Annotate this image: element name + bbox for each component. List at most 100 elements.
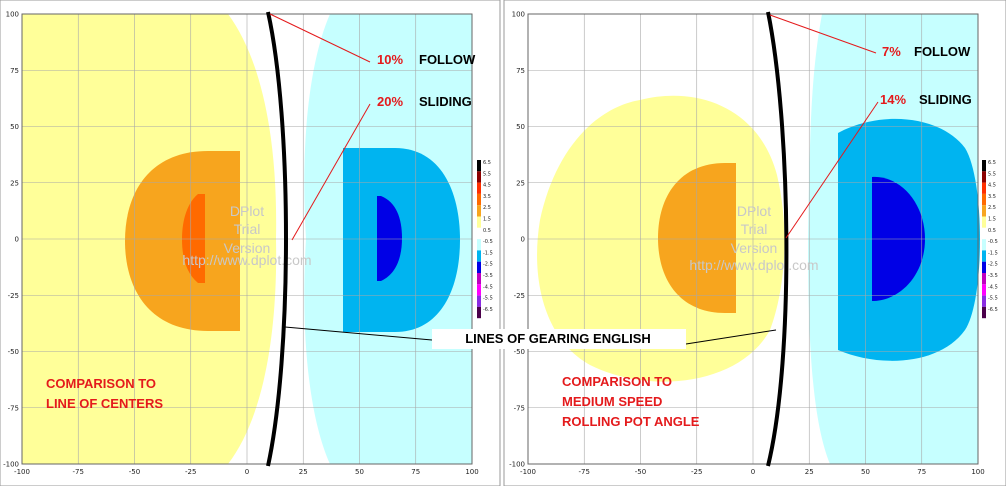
sliding-leader-right	[785, 101, 879, 239]
legend-tick-label: 2.5	[483, 205, 491, 211]
legend-tick-label: -4.5	[988, 284, 998, 290]
y-tick-label: -100	[509, 461, 525, 469]
y-tick-label: 0	[15, 236, 19, 244]
x-tick-label: -75	[579, 468, 590, 476]
annotation-label: FOLLOW	[914, 44, 971, 59]
gearing-line-leader-left	[284, 326, 433, 341]
chart-panel-1: -100 -75 -50 -25 0 25 50 75 100 100 75 50 25 0 -25 -50 -…	[3, 11, 493, 477]
sliding-leader-left	[291, 103, 371, 241]
x-tick-label: -100	[14, 468, 30, 476]
legend-swatch	[477, 227, 481, 240]
legend-swatch	[982, 239, 986, 251]
legend-swatch	[982, 227, 986, 240]
legend-tick-label: -0.5	[483, 239, 493, 245]
x-tick-label: -50	[635, 468, 646, 476]
legend-swatch	[477, 239, 481, 251]
legend-tick-label: 3.5	[483, 194, 491, 200]
x-tick-label: 75	[411, 468, 420, 476]
watermark-text: DPlot	[737, 203, 771, 219]
y-tick-label: -25	[514, 292, 525, 300]
x-tick-label: -100	[520, 468, 536, 476]
legend-swatch	[477, 216, 481, 228]
legend-swatch	[982, 261, 986, 273]
caption-line: MEDIUM SPEED	[562, 394, 662, 409]
plot-frame	[21, 13, 473, 465]
legend-tick-label: -3.5	[483, 273, 493, 279]
gearing-line-leader-right	[685, 329, 777, 345]
legend-swatch	[982, 295, 986, 307]
legend-swatch	[982, 205, 986, 217]
x-tick-label: 0	[751, 468, 755, 476]
legend-swatch	[477, 295, 481, 307]
legend-swatch	[477, 171, 481, 183]
legend-tick-label: 1.5	[988, 217, 996, 223]
legend-swatch	[477, 273, 481, 285]
gearing-curve	[266, 11, 288, 467]
x-tick-label: 50	[861, 468, 870, 476]
annotation-label: SLIDING	[419, 94, 472, 109]
legend-tick-label: -2.5	[988, 262, 998, 268]
legend-swatch	[477, 306, 481, 319]
caption-line: LINE OF CENTERS	[46, 396, 163, 411]
color-legend: 6.5 5.5 4.5 3.5 2.5 1.5 0.5 -0.5 -1.5 -2.5 -3.5 -4.…	[477, 160, 493, 319]
legend-tick-label: 2.5	[988, 205, 996, 211]
legend-tick-label: -5.5	[988, 296, 998, 302]
annotation-percent: 14%	[880, 92, 906, 107]
caption-line: COMPARISON TO	[562, 374, 672, 389]
legend-tick-label: -0.5	[988, 239, 998, 245]
annotation-label: FOLLOW	[419, 52, 476, 67]
legend-tick-label: 6.5	[483, 160, 491, 166]
legend-swatch	[477, 205, 481, 217]
y-tick-label: 100	[6, 11, 19, 19]
x-tick-label: -50	[129, 468, 140, 476]
caption-line: ROLLING POT ANGLE	[562, 414, 700, 429]
x-tick-label: 100	[971, 468, 984, 476]
legend-swatch	[982, 216, 986, 228]
legend-swatch	[982, 306, 986, 319]
x-tick-label: -25	[691, 468, 702, 476]
y-tick-label: -100	[3, 461, 19, 469]
plot-frame	[527, 13, 979, 465]
gearing-english-label: LINES OF GEARING ENGLISH	[465, 331, 651, 346]
x-tick-label: -75	[73, 468, 84, 476]
legend-tick-label: -6.5	[988, 307, 998, 313]
watermark-text: Version	[731, 240, 778, 256]
chart-panel-2: -100 -75 -50 -25 0 25 50 75 100 100 75 50 25 0 -25 -50 -…	[509, 11, 998, 477]
follow-leader-left	[269, 13, 371, 63]
legend-swatch	[982, 250, 986, 262]
contour-dark-blue	[377, 196, 402, 281]
legend-swatch	[982, 160, 986, 172]
watermark-text: http://www.dplot.com	[689, 257, 818, 273]
annotation-percent: 10%	[377, 52, 403, 67]
legend-tick-label: -3.5	[988, 273, 998, 279]
y-tick-label: 25	[10, 179, 19, 187]
y-tick-label: -75	[514, 404, 525, 412]
y-tick-label: -75	[8, 404, 19, 412]
legend-tick-label: -1.5	[988, 250, 998, 256]
legend-tick-label: 0.5	[988, 228, 996, 234]
y-tick-label: 75	[516, 67, 525, 75]
watermark-text: DPlot	[230, 203, 264, 219]
legend-swatch	[477, 261, 481, 273]
follow-leader-right	[769, 14, 877, 54]
y-tick-label: 0	[521, 236, 525, 244]
watermark-text: Version	[224, 240, 271, 256]
legend-swatch	[982, 171, 986, 183]
x-tick-label: -25	[185, 468, 196, 476]
watermark-text: Trial	[234, 221, 261, 237]
y-tick-label: 25	[516, 179, 525, 187]
legend-swatch	[477, 182, 481, 194]
x-tick-label: 75	[917, 468, 926, 476]
y-tick-label: -50	[514, 348, 525, 356]
x-tick-label: 0	[245, 468, 249, 476]
y-tick-label: 50	[10, 123, 19, 131]
legend-tick-label: 6.5	[988, 160, 996, 166]
legend-swatch	[982, 273, 986, 285]
x-tick-label: 25	[805, 468, 814, 476]
x-tick-label: 100	[465, 468, 478, 476]
legend-tick-label: -4.5	[483, 284, 493, 290]
legend-swatch	[477, 284, 481, 296]
caption-line: COMPARISON TO	[46, 376, 156, 391]
legend-swatch	[982, 284, 986, 296]
legend-tick-label: 1.5	[483, 217, 491, 223]
